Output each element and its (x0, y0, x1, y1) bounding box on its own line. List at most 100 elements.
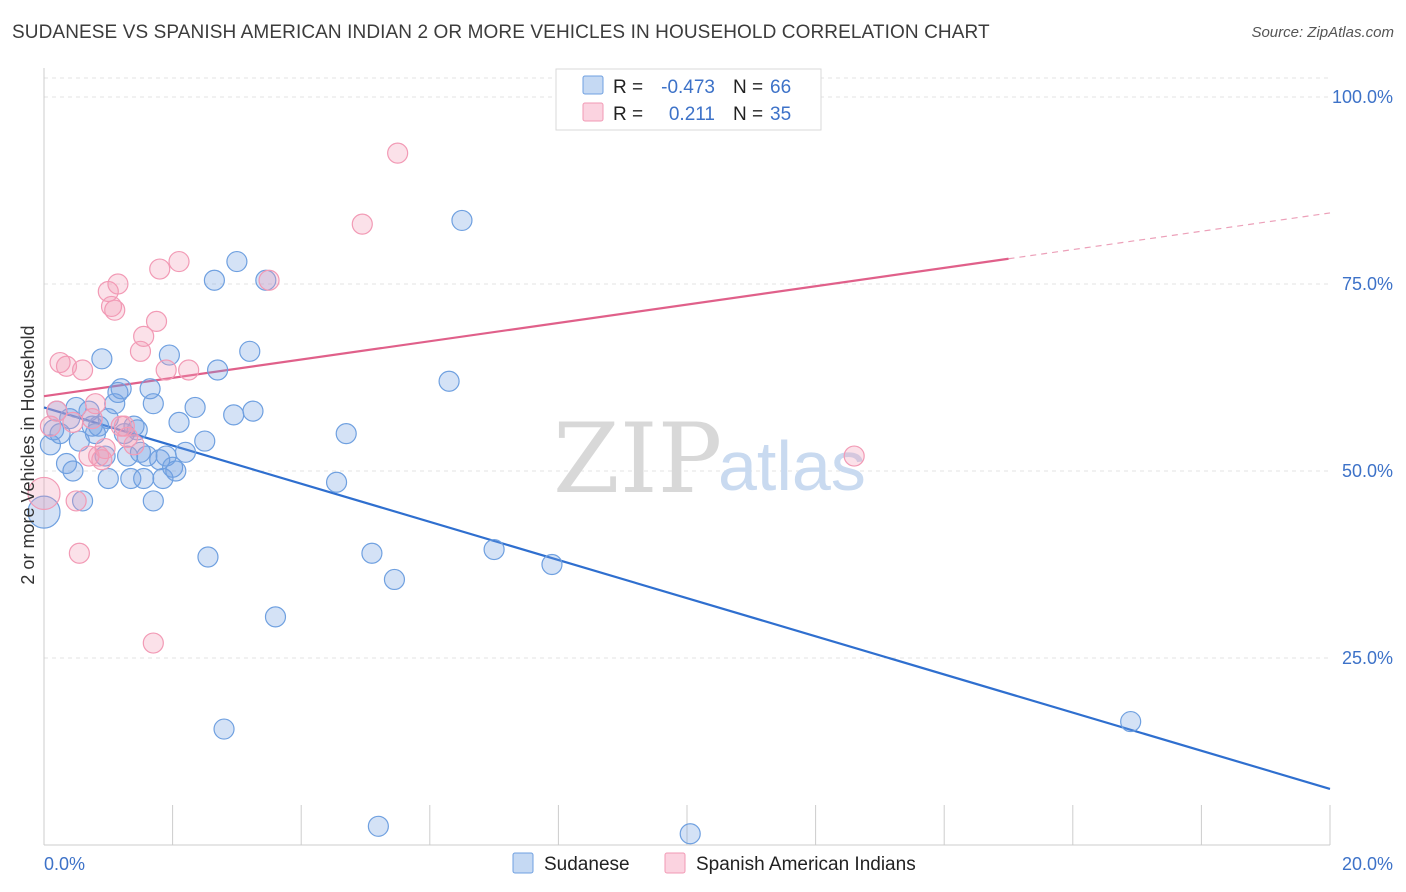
stats-r-label-2: R = (613, 104, 643, 125)
point-sudanese (451, 209, 473, 232)
point-sudanese (223, 404, 245, 426)
point-sudanese (194, 430, 216, 452)
stats-n-label-1: N = (733, 77, 763, 98)
point-sudanese (383, 568, 406, 591)
point-sudanese (27, 495, 61, 529)
point-sudanese (438, 370, 460, 392)
trend-line-spanish-american-indians (43, 257, 1009, 398)
point-spanish-american-indians (62, 411, 84, 433)
stats-swatch-sudanese (582, 75, 604, 95)
point-sudanese (165, 460, 187, 482)
point-spanish-american-indians (387, 142, 409, 164)
point-sudanese (133, 467, 155, 490)
stats-n-label-2: N = (733, 104, 763, 125)
point-sudanese (184, 396, 206, 419)
trend-lines (43, 212, 1331, 790)
y-tick-label: 50.0% (1342, 461, 1393, 481)
point-sudanese (91, 348, 113, 370)
point-sudanese (110, 378, 132, 400)
point-sudanese (120, 467, 142, 490)
point-spanish-american-indians (71, 359, 94, 381)
point-sudanese (59, 408, 81, 430)
point-spanish-american-indians (94, 437, 116, 460)
y-tick-label: 100.0% (1332, 87, 1393, 107)
x-tick-label: 20.0% (1342, 854, 1393, 874)
point-spanish-american-indians (843, 445, 865, 467)
point-spanish-american-indians (258, 269, 280, 291)
point-spanish-american-indians (351, 213, 373, 235)
point-sudanese (168, 411, 190, 433)
point-spanish-american-indians (145, 310, 168, 332)
point-spanish-american-indians (27, 476, 61, 511)
axes (43, 68, 1331, 846)
stats-r-value-2: 0.211 (669, 104, 715, 125)
y-tick-label: 75.0% (1342, 274, 1393, 294)
point-sudanese (94, 445, 116, 467)
point-spanish-american-indians (133, 325, 155, 347)
point-sudanese (97, 467, 119, 490)
point-spanish-american-indians (84, 393, 107, 415)
source-attribution: Source: ZipAtlas.com (1251, 24, 1394, 41)
point-spanish-american-indians (123, 434, 145, 456)
point-spanish-american-indians (107, 273, 129, 295)
stats-n-value-1: 66 (770, 77, 791, 98)
point-spanish-american-indians (46, 400, 68, 422)
point-spanish-american-indians (104, 299, 126, 321)
point-sudanese (142, 393, 164, 415)
point-sudanese (361, 542, 383, 564)
point-sudanese (679, 823, 701, 845)
point-sudanese (335, 423, 357, 445)
trend-line-sudanese (43, 406, 1331, 790)
stats-r-label-1: R = (613, 77, 643, 98)
point-sudanese (226, 250, 248, 273)
watermark-atlas: atlas (718, 427, 866, 505)
point-spanish-american-indians (178, 359, 200, 381)
point-sudanese (116, 445, 139, 467)
stats-r-value-1: -0.473 (661, 77, 715, 98)
point-sudanese (197, 546, 219, 568)
point-spanish-american-indians (142, 632, 164, 654)
point-sudanese (149, 449, 171, 471)
point-sudanese (325, 471, 348, 493)
y-tick-label: 25.0% (1342, 648, 1393, 668)
data-points (27, 142, 1142, 845)
tick-labels: 25.0% 50.0% 75.0% 100.0% 0.0% 20.0% (44, 87, 1393, 874)
point-spanish-american-indians (55, 355, 78, 377)
point-sudanese (213, 718, 235, 740)
point-sudanese (242, 400, 264, 422)
stats-legend: R = -0.473 N = 66 R = 0.211 N = 35 (555, 68, 822, 131)
point-sudanese (107, 381, 129, 404)
point-sudanese (239, 340, 261, 362)
legend-swatch-sudanese (512, 852, 534, 874)
watermark: ZIP atlas (553, 403, 866, 515)
point-spanish-american-indians (100, 295, 123, 318)
point-sudanese (541, 553, 563, 576)
y-axis-title: 2 or more Vehicles in Household (18, 325, 38, 584)
point-sudanese (367, 815, 389, 837)
point-sudanese (1120, 710, 1142, 733)
point-sudanese (483, 538, 505, 561)
point-sudanese (264, 606, 287, 628)
point-spanish-american-indians (68, 542, 90, 564)
point-sudanese (43, 419, 65, 441)
point-spanish-american-indians (155, 359, 177, 381)
trend-line-extension (1008, 212, 1331, 260)
series-legend: Sudanese Spanish American Indians (512, 852, 916, 875)
point-sudanese (71, 490, 94, 512)
legend-swatch-spanish (664, 852, 686, 874)
watermark-zip: ZIP (553, 403, 722, 515)
point-spanish-american-indians (168, 250, 190, 273)
x-tick-label: 0.0% (44, 854, 85, 874)
point-sudanese (62, 460, 84, 482)
point-sudanese (207, 359, 229, 381)
chart-title: SUDANESE VS SPANISH AMERICAN INDIAN 2 OR… (12, 22, 990, 43)
point-spanish-american-indians (49, 351, 71, 374)
point-spanish-american-indians (149, 258, 171, 280)
legend-label-spanish: Spanish American Indians (696, 854, 916, 875)
point-sudanese (174, 441, 197, 463)
point-spanish-american-indians (65, 490, 87, 512)
stats-n-value-2: 35 (770, 104, 791, 125)
point-sudanese (203, 269, 225, 291)
legend-label-sudanese: Sudanese (544, 854, 630, 875)
